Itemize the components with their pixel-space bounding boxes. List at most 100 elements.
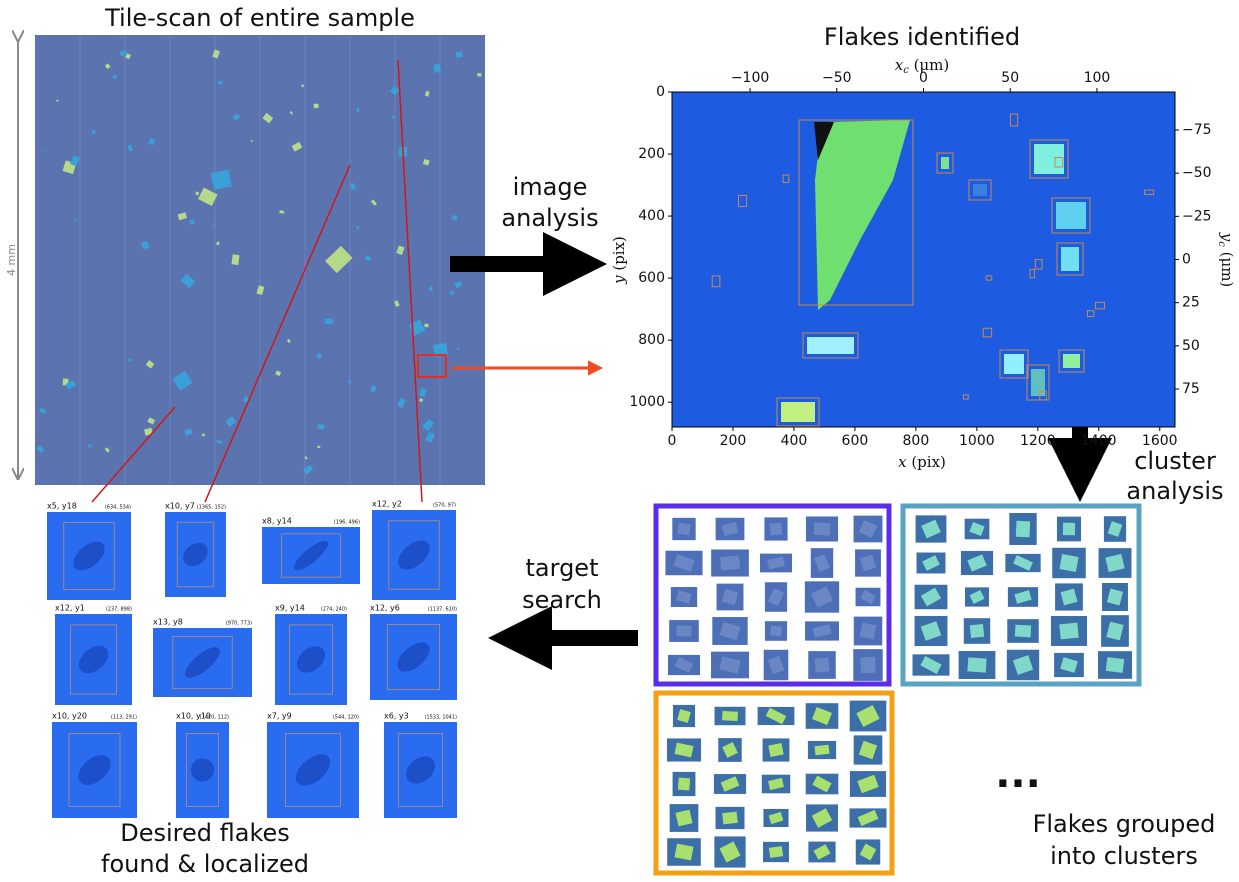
- tile-flake: [477, 73, 481, 76]
- tile-flake: [279, 210, 284, 213]
- tile-flake: [213, 223, 215, 225]
- target-label: x8, y14: [262, 517, 292, 526]
- tile-scan-title: Tile-scan of entire sample: [104, 4, 415, 32]
- cluster-flake: [678, 523, 691, 535]
- y-unit: (pix): [610, 236, 628, 271]
- x-tick-label: 200: [720, 433, 747, 449]
- y2-tick-label: 75: [1182, 381, 1200, 397]
- cluster-flake: [722, 812, 738, 825]
- cluster-flake: [1015, 625, 1031, 638]
- target-coords: (237, 898): [106, 607, 132, 613]
- y-symbol: y: [610, 275, 628, 285]
- x-tick-label: 0: [668, 433, 677, 449]
- cluster-flake: [1016, 521, 1030, 538]
- cluster-flake: [1059, 554, 1078, 572]
- tile-flake: [357, 226, 359, 229]
- x-tick-label: 1000: [959, 433, 995, 449]
- y2-axis-label: yc (μm): [1214, 232, 1236, 288]
- y2-tick-label: 0: [1182, 252, 1191, 268]
- tile-flake: [314, 103, 319, 108]
- target-label: x10, y7: [165, 502, 195, 511]
- cluster-flake: [860, 623, 877, 640]
- caption: Flakes grouped: [1033, 810, 1216, 838]
- step-label: analysis: [1126, 477, 1223, 505]
- figure: Tile-scan of entire sample 4 mm image an…: [0, 0, 1239, 882]
- step-label: image: [513, 173, 588, 201]
- target-label: x9, y14: [275, 604, 305, 613]
- x-tick-label: 600: [842, 433, 869, 449]
- target-coords: (113, 291): [111, 715, 137, 721]
- tile-flake: [356, 108, 359, 112]
- tile-flake: [456, 51, 463, 58]
- caption: found & localized: [101, 850, 309, 878]
- x-tick-label: 1200: [1020, 433, 1056, 449]
- target-coords: (970, 773): [226, 621, 252, 627]
- step-label: target: [526, 554, 599, 582]
- flake: [1063, 354, 1080, 368]
- target-label: x12, y2: [372, 500, 402, 509]
- target-label: x12, y6: [370, 604, 400, 613]
- step-label: search: [522, 586, 602, 614]
- target-coords: (570, 97): [433, 503, 456, 509]
- step-label: cluster: [1134, 447, 1216, 475]
- cluster-flake: [770, 625, 782, 636]
- tile-flake: [325, 318, 333, 324]
- y-tick-label: 400: [638, 208, 665, 224]
- tile-flake: [232, 254, 240, 265]
- target-coords: (1137, 610): [428, 607, 457, 613]
- target-thumbnails: x5, y18(634, 534)x10, y7(1365, 152)x8, y…: [47, 500, 457, 819]
- y-tick-label: 0: [656, 84, 665, 100]
- cluster-flake: [1059, 623, 1078, 640]
- cluster-flake: [770, 523, 782, 535]
- cluster-flake: [1063, 523, 1075, 535]
- y-tick-label: 200: [638, 146, 665, 162]
- plot-image: [672, 92, 1175, 427]
- caption: Desired flakes: [120, 819, 290, 847]
- target-coords: (1533, 1041): [424, 715, 457, 721]
- cluster-flake: [860, 657, 876, 674]
- scale-label: 4 mm: [5, 244, 18, 276]
- y2-tick-label: 50: [1182, 338, 1200, 354]
- cluster-flake: [722, 711, 738, 721]
- target-coords: (196, 496): [334, 520, 360, 526]
- y2-tick-label: 25: [1182, 295, 1200, 311]
- target-coords: (1410, 112): [200, 715, 229, 721]
- tile-flake: [56, 100, 58, 101]
- target-label: x13, y8: [153, 618, 183, 627]
- flake: [1056, 202, 1086, 229]
- y-tick-label: 1000: [629, 394, 665, 410]
- flake: [941, 157, 949, 169]
- x2-tick-label: 100: [1084, 70, 1111, 86]
- target-label: x7, y9: [267, 712, 292, 721]
- ellipsis: ...: [995, 751, 1041, 797]
- y2-tick-label: −25: [1182, 208, 1212, 224]
- flake: [1034, 144, 1064, 174]
- cluster-flake: [678, 778, 690, 791]
- tile-flake: [457, 348, 460, 350]
- plot-title: Flakes identified: [824, 23, 1020, 51]
- x-symbol: x: [898, 453, 907, 471]
- x2-tick-label: −100: [731, 70, 769, 86]
- cluster-flake: [970, 624, 984, 638]
- x-tick-label: 400: [781, 433, 808, 449]
- tile-flake: [317, 446, 320, 448]
- target-label: x10, y20: [52, 712, 87, 721]
- x2-unit: (μm): [914, 56, 950, 74]
- y-axis-label: y (pix): [610, 236, 628, 285]
- x-tick-label: 1400: [1081, 433, 1117, 449]
- cluster-flake: [769, 846, 783, 858]
- cluster-flake: [967, 657, 986, 672]
- tile-flake: [202, 433, 205, 436]
- flake: [807, 337, 854, 354]
- step-label: analysis: [501, 204, 598, 232]
- tile-flake: [88, 444, 91, 447]
- cluster-flake: [676, 625, 691, 636]
- tile-flake: [211, 170, 232, 190]
- y2-tick-label: −75: [1182, 122, 1212, 138]
- y2-unit: (μm): [1218, 252, 1236, 288]
- y2-tick-label: −50: [1182, 165, 1212, 181]
- cluster-flake: [720, 555, 740, 570]
- x-tick-label: 800: [903, 433, 930, 449]
- x-axis-label: x (pix): [898, 453, 946, 471]
- y-tick-label: 800: [638, 332, 665, 348]
